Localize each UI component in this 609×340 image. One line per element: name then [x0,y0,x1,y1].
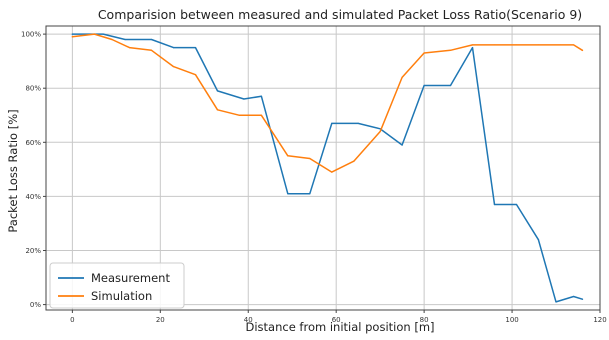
data-point-simulation [379,130,381,133]
data-point-simulation [238,114,241,116]
data-point-simulation [194,74,197,76]
data-point-simulation [401,76,403,78]
y-tick-label: 0% [30,301,41,309]
data-point-measurement [194,47,197,49]
series-lines [71,33,584,303]
data-point-measurement [71,33,73,35]
data-point-measurement [449,84,452,87]
legend-label-measurement: Measurement [91,271,170,285]
data-point-simulation [515,44,518,46]
data-point-measurement [331,122,333,124]
data-point-simulation [128,47,131,49]
x-tick-label: 80 [420,316,429,324]
data-point-measurement [401,144,403,146]
data-point-simulation [537,44,540,46]
data-point-simulation [111,38,113,41]
legend: Measurement Simulation [49,262,185,309]
x-tick-label: 0 [70,316,74,324]
data-point-simulation [172,65,175,68]
chart-title: Comparision between measured and simulat… [98,7,582,22]
tick-labels: 0 20 40 60 80 100 120 0% 20% 40% 60% 80% 100% [21,31,607,324]
data-point-measurement [150,38,153,41]
y-tick-label: 20% [25,247,41,255]
data-point-measurement [471,47,474,49]
data-point-simulation [150,49,153,51]
x-tick-label: 40 [244,316,253,324]
data-point-measurement [260,95,263,97]
y-tick-label: 80% [25,85,41,93]
data-point-simulation [559,44,562,46]
y-tick-label: 100% [21,31,41,39]
data-point-measurement [309,193,311,195]
data-point-measurement [172,47,175,49]
data-point-simulation [449,49,452,51]
data-point-simulation [493,44,496,46]
data-point-measurement [124,38,126,41]
data-point-measurement [573,295,575,298]
data-point-measurement [357,122,359,124]
y-axis-label: Packet Loss Ratio [%] [6,109,20,232]
x-tick-label: 20 [156,316,165,324]
legend-label-simulation: Simulation [91,289,152,303]
data-point-measurement [555,301,557,303]
data-point-measurement [216,90,219,92]
data-point-measurement [581,298,584,300]
data-point-simulation [581,49,584,51]
data-point-simulation [71,36,73,38]
data-point-simulation [216,109,219,111]
data-point-simulation [423,52,425,54]
x-axis-label: Distance from initial position [m] [245,320,434,334]
data-point-simulation [573,44,575,46]
plot-frame [45,25,601,311]
x-tick-label: 100 [505,316,518,324]
data-point-measurement [493,203,496,206]
data-point-measurement [287,193,289,195]
series-line-measurement [71,33,584,303]
x-tick-label: 120 [593,316,606,324]
x-tick-label: 60 [332,316,341,324]
data-point-measurement [537,239,540,241]
data-point-simulation [287,155,289,157]
data-point-simulation [309,157,311,160]
data-point-simulation [471,44,474,46]
y-tick-label: 60% [25,139,41,147]
data-point-simulation [260,114,263,116]
data-point-simulation [93,33,95,35]
data-point-simulation [353,160,355,162]
data-point-measurement [515,203,518,206]
series-line-simulation [71,33,584,173]
data-point-measurement [102,33,104,35]
data-point-measurement [423,84,425,87]
data-point-measurement [243,98,245,100]
y-tick-label: 40% [25,193,41,201]
data-point-simulation [331,171,333,173]
